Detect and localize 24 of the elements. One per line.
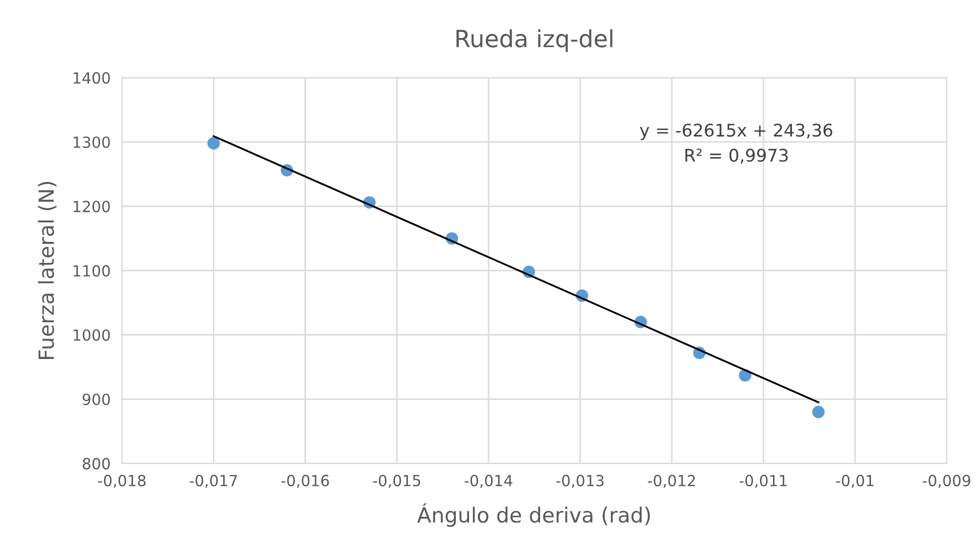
y-tick-label: 1100 (74, 265, 110, 277)
y-axis-title: Fuerza lateral (N) (38, 182, 57, 359)
annotation: y = -62615x + 243,36 (640, 124, 832, 140)
y-tick-label: 1400 (74, 72, 110, 84)
x-tick-label: -0,01 (836, 474, 874, 488)
x-tick-label: -0,017 (190, 474, 237, 488)
x-tick-label: -0,018 (98, 474, 146, 488)
x-tick-label: -0,009 (922, 474, 970, 488)
y-tick-label: 800 (82, 458, 110, 470)
y-tick-label: 1200 (74, 200, 110, 212)
x-axis-title: Ángulo de deriva (rad) (417, 503, 650, 527)
x-tick-label: -0,014 (464, 474, 512, 488)
point (207, 137, 220, 150)
point (812, 406, 825, 418)
x-tick-label: -0,016 (281, 474, 329, 488)
x-tick-label: -0,015 (373, 474, 420, 488)
x-tick-label: -0,013 (556, 474, 604, 488)
annotation: R² = 0,9973 (685, 148, 788, 164)
y-tick-label: 1000 (74, 329, 110, 341)
chart-title: Rueda izq-del (456, 29, 612, 52)
x-tick-label: -0,012 (648, 474, 695, 488)
y-tick-label: 1300 (74, 136, 110, 148)
y-tick-label: 900 (82, 394, 110, 406)
x-tick-label: -0,011 (740, 474, 787, 488)
